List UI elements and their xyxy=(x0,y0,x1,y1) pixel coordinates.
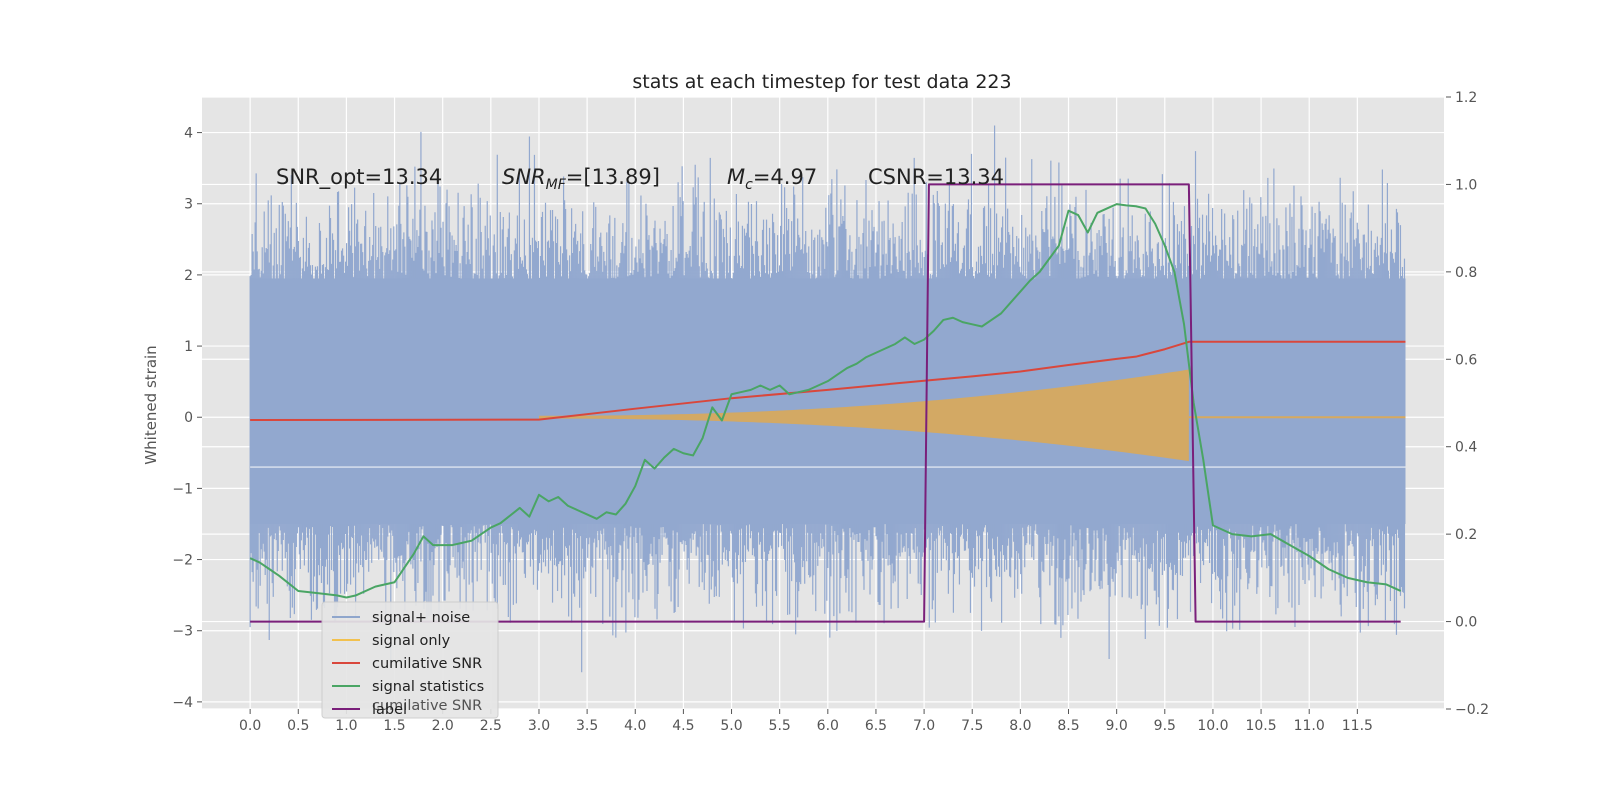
y-axis-label: Whitened strain xyxy=(142,345,160,464)
x-tick-label: 1.0 xyxy=(335,718,357,734)
legend-box xyxy=(321,601,499,719)
annotation-mc-sub: c xyxy=(745,177,753,193)
x-tick-label: 11.5 xyxy=(1342,718,1373,734)
x-tick-label: 8.0 xyxy=(1009,718,1031,734)
series-cumilative-snr xyxy=(250,340,1406,422)
legend-label: cumilative SNR xyxy=(372,656,482,672)
x-tick-label: 6.0 xyxy=(817,718,839,734)
legend-shadow-text: cumilative SNR xyxy=(372,698,482,714)
y2-tick-label: 0.6 xyxy=(1455,352,1477,368)
legend: cumilative SNR signal+ noise signal only cu… xyxy=(321,601,499,719)
x-tick-label: 3.0 xyxy=(528,718,550,734)
y-tick-label: 1 xyxy=(184,339,193,355)
x-tick-label: 8.5 xyxy=(1057,718,1079,734)
y2-tick-label: 0.4 xyxy=(1455,440,1477,456)
x-tick-label: 10.0 xyxy=(1197,718,1228,734)
y2-tick-label: 0.0 xyxy=(1455,615,1477,631)
legend-label: signal only xyxy=(372,633,451,649)
noise-core xyxy=(250,278,1406,524)
y2-tick-label: 0.8 xyxy=(1455,265,1477,281)
x-tick-label: 0.0 xyxy=(239,718,261,734)
annotation-mc: Mc=4.97 xyxy=(727,165,817,193)
series-signal-statistics xyxy=(249,203,1402,599)
x-tick-label: 11.0 xyxy=(1294,718,1325,734)
x-tick-label: 2.0 xyxy=(432,718,454,734)
legend-label: signal+ noise xyxy=(372,610,470,626)
y2-tick-label: 0.2 xyxy=(1455,527,1477,543)
chart-marks xyxy=(249,125,1406,673)
y-tick-label: 0 xyxy=(184,410,193,426)
y-tick-label: −4 xyxy=(172,695,193,711)
x-tick-label: 10.5 xyxy=(1245,718,1276,734)
y-tick-label: −2 xyxy=(172,553,193,569)
y-tick-label: −1 xyxy=(172,481,193,497)
x-tick-label: 7.0 xyxy=(913,718,935,734)
x-tick-label: 9.0 xyxy=(1106,718,1128,734)
x-tick-label: 9.5 xyxy=(1154,718,1176,734)
y-tick-label: 4 xyxy=(184,126,193,142)
x-tick-label: 0.5 xyxy=(287,718,309,734)
legend-label: label xyxy=(372,702,407,718)
y-tick-label: 3 xyxy=(184,197,193,213)
legend-label: signal statistics xyxy=(372,679,484,695)
y-tick-label: −3 xyxy=(172,624,193,640)
annotation-snr-mf: SNRMF=[13.89] xyxy=(502,165,660,193)
chart-title: stats at each timestep for test data 223 xyxy=(632,71,1011,93)
series-label xyxy=(250,183,1401,623)
annotation-mc-prefix: M xyxy=(727,165,745,189)
annotation-mc-value: =4.97 xyxy=(753,165,817,189)
annotation-snr-mf-prefix: SNR xyxy=(502,165,546,189)
x-tick-label: 3.5 xyxy=(576,718,598,734)
y-tick-label: 2 xyxy=(184,268,193,284)
series-signal-only xyxy=(538,369,1189,462)
x-tick-label: 7.5 xyxy=(961,718,983,734)
axes: 0.0 0.5 1.0 1.5 2.0 2.5 3.0 3.5 4.0 4.5 5.0 5.5 6.0 6… xyxy=(172,90,1489,734)
x-tick-label: 2.5 xyxy=(480,718,502,734)
y2-tick-label: −0.2 xyxy=(1455,702,1489,718)
x-tick-label: 6.5 xyxy=(865,718,887,734)
y2-tick-label: 1.2 xyxy=(1455,90,1477,106)
x-tick-label: 1.5 xyxy=(383,718,405,734)
annotation-snr-mf-value: =[13.89] xyxy=(566,165,660,189)
annotation-csnr: CSNR=13.34 xyxy=(868,165,1004,189)
x-tick-label: 5.0 xyxy=(720,718,742,734)
series-signal-noise xyxy=(249,125,1406,673)
annotation-snr-mf-sub: MF xyxy=(546,177,567,193)
x-tick-label: 4.0 xyxy=(624,718,646,734)
y2-tick-label: 1.0 xyxy=(1455,177,1477,193)
x-tick-label: 4.5 xyxy=(672,718,694,734)
annotation-snr-opt: SNR_opt=13.34 xyxy=(276,165,442,190)
x-tick-label: 5.5 xyxy=(769,718,791,734)
